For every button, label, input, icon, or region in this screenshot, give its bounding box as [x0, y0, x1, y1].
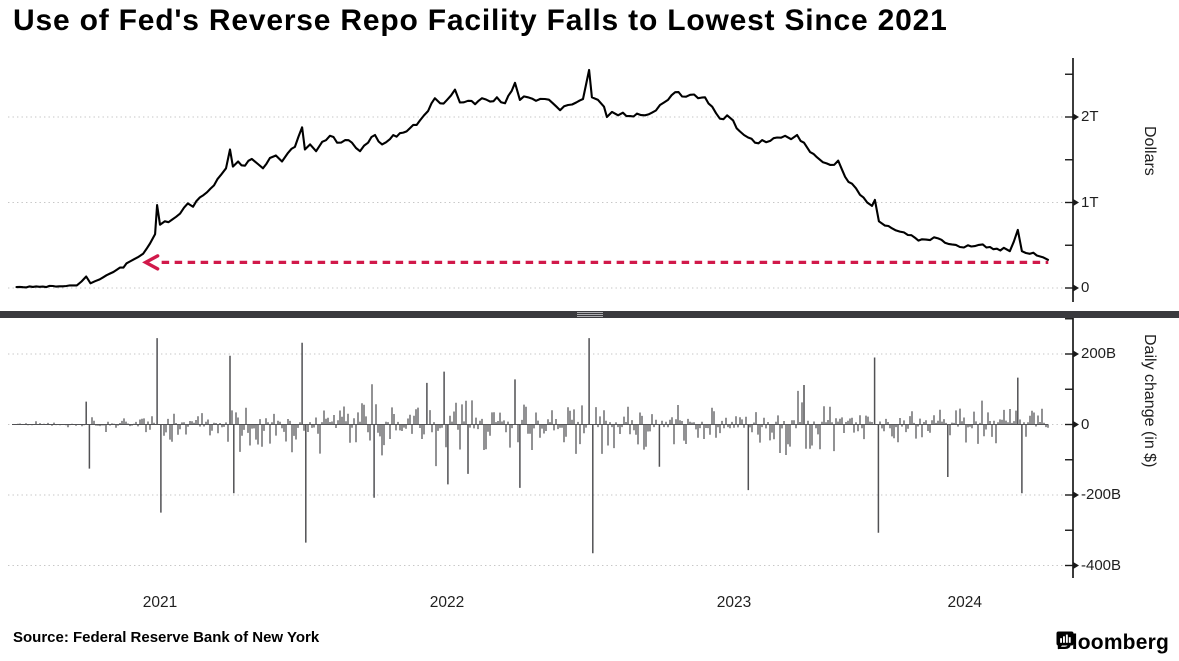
x-year-label: 2021 [142, 594, 178, 611]
top-y-tick-label: 1T [1081, 193, 1099, 211]
brand-wordmark: Bloomberg [1056, 631, 1169, 654]
top-y-tick-label: 2T [1081, 108, 1099, 125]
brand-footer: Bloomberg [1056, 631, 1169, 655]
bloomberg-chart-bubble-icon [1056, 631, 1074, 650]
x-year-label: 2023 [716, 594, 752, 611]
source-note: Source: Federal Reserve Bank of New York [13, 629, 320, 646]
bottom-y-tick-label: 0 [1081, 415, 1090, 433]
bottom-y-tick-label: -200B [1081, 486, 1122, 503]
panel-divider [0, 311, 1179, 318]
bottom-y-axis-title: Daily change (in $) [1141, 334, 1158, 468]
x-year-label: 2022 [429, 594, 465, 611]
top-y-tick-label: 0 [1081, 279, 1090, 296]
bottom-y-tick-label: 200B [1081, 345, 1117, 362]
bottom-y-tick-label: -400B [1081, 556, 1122, 574]
panel-splitter-grip[interactable] [577, 312, 603, 317]
top-y-axis-title: Dollars [1141, 126, 1158, 176]
chart-title: Use of Fed's Reverse Repo Facility Falls… [13, 4, 948, 37]
x-year-label: 2024 [947, 594, 982, 611]
